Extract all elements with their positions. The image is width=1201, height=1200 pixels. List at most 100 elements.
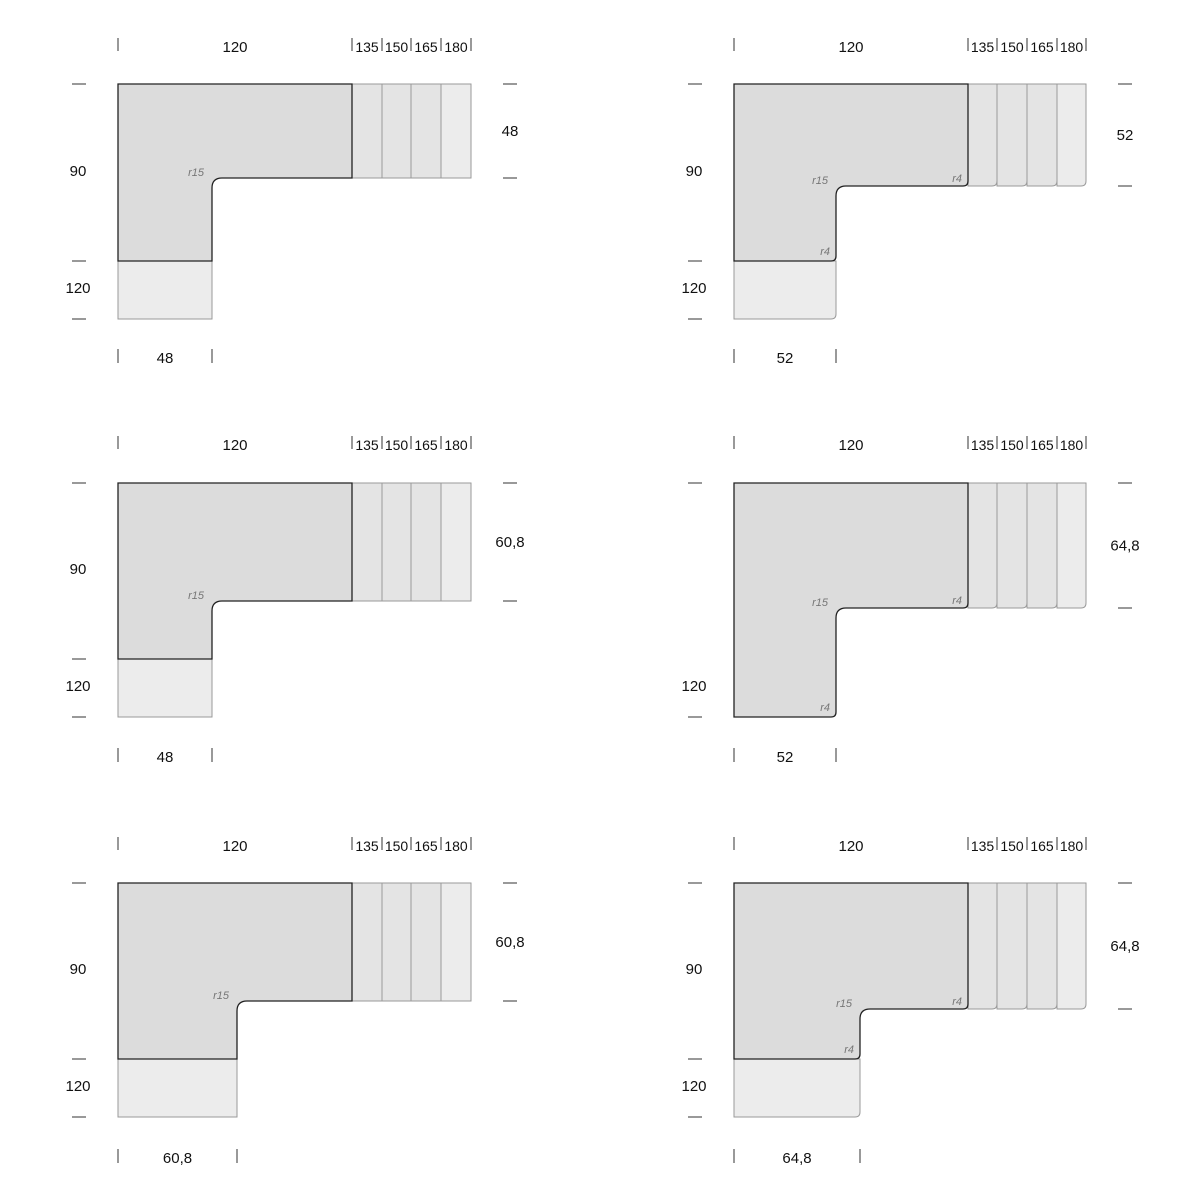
- dimension-top-main: 120: [838, 437, 863, 454]
- diagram-1: r15 120 135 150 165 180 90 120 48 48: [65, 38, 518, 367]
- dimension-top-ext: 180: [1060, 437, 1084, 453]
- radius-label-corner-lower: r4: [844, 1044, 854, 1056]
- dimension-left-upper: 90: [70, 561, 87, 578]
- extension-panel-180: [1056, 83, 1087, 187]
- extension-panel-165: [410, 83, 442, 179]
- extension-panel-150: [996, 482, 1028, 609]
- extension-panel-135: [967, 482, 998, 609]
- dimension-top-ext: 135: [971, 437, 995, 453]
- dimension-top-ext: 150: [1000, 39, 1024, 55]
- diagram-6: r15 r4 r4 120 135 150 165 180 90 120 64,8 64,8: [681, 837, 1140, 1167]
- extension-panel-165: [410, 482, 442, 602]
- lower-extension-block: [117, 260, 213, 320]
- dimension-left-lower: 120: [681, 280, 706, 297]
- dimension-right: 64,8: [1110, 538, 1139, 555]
- dimension-top-ext: 180: [1060, 39, 1084, 55]
- lower-extension-block: [733, 260, 837, 320]
- extension-panel-180: [1056, 882, 1087, 1010]
- radius-label-inner: r15: [188, 167, 205, 179]
- desk-top-l-shape: [733, 83, 969, 262]
- dimension-top-main: 120: [222, 437, 247, 454]
- extension-panel-150: [381, 83, 412, 179]
- extension-panel-135: [351, 482, 383, 602]
- desk-top-l-shape: [117, 882, 353, 1060]
- dimension-top-main: 120: [222, 838, 247, 855]
- dimension-top-ext: 165: [1030, 838, 1054, 854]
- dimension-left-lower: 120: [681, 1078, 706, 1095]
- extension-panel-180: [440, 83, 472, 179]
- dimension-top-ext: 150: [1000, 838, 1024, 854]
- dimension-left-lower: 120: [681, 678, 706, 695]
- dimension-bottom: 52: [777, 350, 794, 367]
- radius-label-corner: r4: [952, 173, 962, 185]
- radius-label-corner: r4: [952, 996, 962, 1008]
- dimension-top-ext: 150: [385, 838, 409, 854]
- radius-label-corner: r4: [952, 595, 962, 607]
- dimension-top-ext: 165: [414, 437, 438, 453]
- radius-label-inner: r15: [836, 998, 853, 1010]
- dimension-bottom: 52: [777, 749, 794, 766]
- diagram-2: r15 r4 r4 120 135 150 165 180 90 120 52 52: [681, 38, 1133, 367]
- extension-panel-150: [381, 482, 412, 602]
- dimension-bottom: 48: [157, 350, 174, 367]
- desk-top-l-shape: [117, 83, 353, 262]
- dimension-top-ext: 150: [1000, 437, 1024, 453]
- radius-label-inner: r15: [812, 597, 829, 609]
- lower-extension-block: [117, 658, 213, 718]
- dimension-top-ext: 135: [355, 838, 379, 854]
- extension-panel-180: [1056, 482, 1087, 609]
- dimension-left-lower: 120: [65, 678, 90, 695]
- extension-panel-180: [440, 482, 472, 602]
- dimension-top-ext: 165: [1030, 437, 1054, 453]
- dimension-top-ext: 150: [385, 437, 409, 453]
- dimension-top-ext: 180: [444, 39, 468, 55]
- extension-panel-135: [967, 83, 998, 187]
- extension-panel-150: [381, 882, 412, 1002]
- desk-top-l-shape: [733, 482, 969, 718]
- extension-panel-165: [1026, 882, 1058, 1010]
- diagram-3: r15 120 135 150 165 180 90 120 60,8 48: [65, 436, 525, 766]
- dimension-right: 64,8: [1110, 938, 1139, 955]
- extension-panel-150: [996, 882, 1028, 1010]
- dimension-left-upper: 90: [686, 961, 703, 978]
- radius-label-inner: r15: [812, 175, 829, 187]
- dimension-top-ext: 135: [971, 39, 995, 55]
- dimension-top-ext: 165: [414, 838, 438, 854]
- lower-extension-block: [117, 1058, 238, 1118]
- extension-panel-135: [967, 882, 998, 1010]
- extension-panel-165: [1026, 482, 1058, 609]
- dimension-top-ext: 180: [444, 437, 468, 453]
- dimension-top-ext: 165: [414, 39, 438, 55]
- lower-extension-block: [733, 1058, 861, 1118]
- diagram-5: r15 120 135 150 165 180 90 120 60,8 60,8: [65, 837, 525, 1167]
- dimension-bottom: 48: [157, 749, 174, 766]
- dimension-top-ext: 135: [971, 838, 995, 854]
- diagram-4: r15 r4 r4 120 135 150 165 180 120 64,8 52: [681, 436, 1140, 766]
- dimension-left-upper: 90: [70, 163, 87, 180]
- dimension-left-upper: 90: [686, 163, 703, 180]
- dimension-left-lower: 120: [65, 1078, 90, 1095]
- dimension-top-ext: 180: [444, 838, 468, 854]
- extension-panel-180: [440, 882, 472, 1002]
- dimension-right: 60,8: [495, 934, 524, 951]
- dimension-left-upper: 90: [70, 961, 87, 978]
- dimension-right: 60,8: [495, 534, 524, 551]
- dimension-top-main: 120: [838, 838, 863, 855]
- dimension-top-ext: 135: [355, 39, 379, 55]
- radius-label-corner-lower: r4: [820, 246, 830, 258]
- radius-label-corner-lower: r4: [820, 702, 830, 714]
- desk-top-l-shape: [117, 482, 353, 660]
- extension-panel-135: [351, 882, 383, 1002]
- extension-panel-150: [996, 83, 1028, 187]
- dimension-right: 52: [1117, 127, 1134, 144]
- dimension-bottom: 60,8: [163, 1150, 192, 1167]
- desk-top-l-shape: [733, 882, 969, 1060]
- dimension-top-ext: 165: [1030, 39, 1054, 55]
- extension-panel-135: [351, 83, 383, 179]
- dimension-top-main: 120: [222, 39, 247, 56]
- extension-panel-165: [410, 882, 442, 1002]
- dimension-top-ext: 180: [1060, 838, 1084, 854]
- radius-label-inner: r15: [213, 990, 230, 1002]
- dimension-left-lower: 120: [65, 280, 90, 297]
